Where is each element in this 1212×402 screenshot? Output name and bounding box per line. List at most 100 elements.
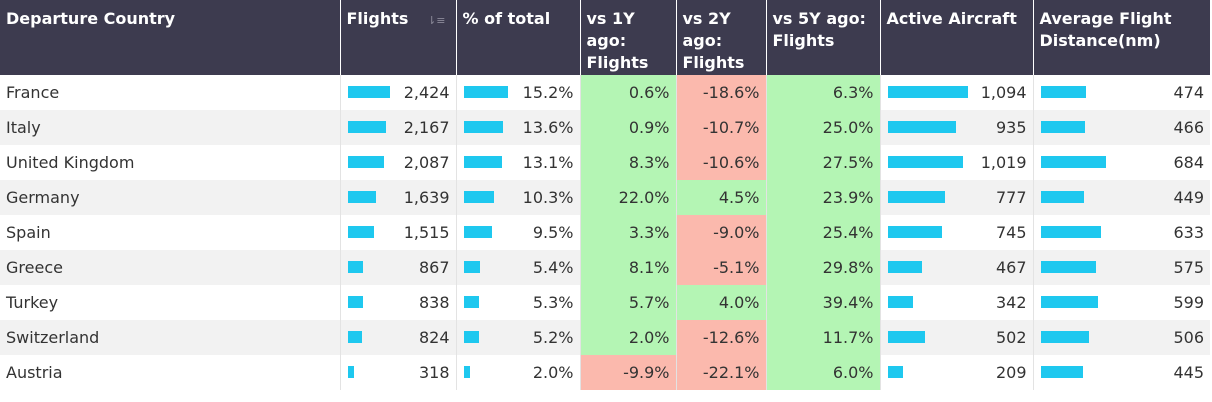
active-aircraft-cell-bar (887, 121, 956, 133)
vs-5y-cell: 23.9% (766, 180, 881, 215)
flights-cell-value: 838 (418, 293, 450, 312)
average-distance-cell-value: 449 (1173, 188, 1204, 207)
vs-1y-cell: 5.7% (580, 285, 677, 320)
header-vs-2y[interactable]: vs 2Y ago: Flights (676, 0, 767, 75)
percent-of-total-cell-bar (463, 261, 480, 273)
percent-of-total-cell-bar (463, 191, 494, 203)
average-distance-cell: 633 (1033, 215, 1210, 250)
header-vs-1y[interactable]: vs 1Y ago: Flights (580, 0, 677, 75)
percent-of-total-cell: 9.5% (456, 215, 581, 250)
average-distance-cell-bar (1040, 156, 1106, 168)
vs-1y-cell: -9.9% (580, 355, 677, 390)
table-row[interactable]: Turkey 838 5.3% 5.7% 4.0% 39.4% 342 599 (0, 285, 1210, 320)
country-cell: Switzerland (0, 320, 341, 355)
active-aircraft-cell-bar (887, 86, 968, 98)
flights-cell-value: 2,167 (403, 118, 450, 137)
percent-of-total-cell: 15.2% (456, 75, 581, 110)
average-distance-cell-value: 474 (1173, 83, 1204, 102)
percent-of-total-cell-bar (463, 296, 479, 308)
flights-cell-value: 318 (418, 363, 450, 382)
vs-5y-cell: 39.4% (766, 285, 881, 320)
percent-of-total-cell-value: 13.1% (522, 153, 574, 172)
table-row[interactable]: Italy 2,167 13.6% 0.9% -10.7% 25.0% 935 466 (0, 110, 1210, 145)
average-distance-cell-value: 684 (1173, 153, 1204, 172)
active-aircraft-cell-value: 1,094 (980, 83, 1027, 102)
vs-1y-cell: 0.6% (580, 75, 677, 110)
average-distance-cell: 474 (1033, 75, 1210, 110)
percent-of-total-cell-value: 2.0% (532, 363, 574, 382)
percent-of-total-cell-value: 10.3% (522, 188, 574, 207)
vs-5y-cell: 29.8% (766, 250, 881, 285)
table-row[interactable]: United Kingdom 2,087 13.1% 8.3% -10.6% 27.5% 1… (0, 145, 1210, 180)
flights-cell-bar (347, 366, 354, 378)
country-cell: United Kingdom (0, 145, 341, 180)
active-aircraft-cell-value: 745 (995, 223, 1027, 242)
table-row[interactable]: Spain 1,515 9.5% 3.3% -9.0% 25.4% 745 633 (0, 215, 1210, 250)
sort-descending-icon[interactable]: ⇂≡ (427, 14, 446, 27)
average-distance-cell-bar (1040, 226, 1101, 238)
average-distance-cell-value: 506 (1173, 328, 1204, 347)
flights-cell-value: 867 (418, 258, 450, 277)
table-row[interactable]: France 2,424 15.2% 0.6% -18.6% 6.3% 1,094 474 (0, 75, 1210, 110)
flights-cell: 838 (340, 285, 457, 320)
country-cell: Austria (0, 355, 341, 390)
percent-of-total-cell-value: 9.5% (532, 223, 574, 242)
active-aircraft-cell-value: 467 (995, 258, 1027, 277)
percent-of-total-cell-bar (463, 226, 492, 238)
vs-2y-cell: -10.7% (676, 110, 767, 145)
average-distance-cell: 449 (1033, 180, 1210, 215)
percent-of-total-cell: 13.6% (456, 110, 581, 145)
average-distance-cell: 445 (1033, 355, 1210, 390)
average-distance-cell-bar (1040, 261, 1096, 273)
country-cell: Italy (0, 110, 341, 145)
active-aircraft-cell: 502 (880, 320, 1034, 355)
percent-of-total-cell: 13.1% (456, 145, 581, 180)
header-average-flight-distance[interactable]: Average Flight Distance(nm) (1033, 0, 1210, 75)
vs-2y-cell: -18.6% (676, 75, 767, 110)
average-distance-cell-bar (1040, 366, 1083, 378)
percent-of-total-cell-value: 15.2% (522, 83, 574, 102)
table-row[interactable]: Greece 867 5.4% 8.1% -5.1% 29.8% 467 575 (0, 250, 1210, 285)
flights-cell-bar (347, 296, 363, 308)
flights-cell-bar (347, 331, 362, 343)
average-distance-cell-value: 575 (1173, 258, 1204, 277)
average-distance-cell-bar (1040, 331, 1089, 343)
table-row[interactable]: Switzerland 824 5.2% 2.0% -12.6% 11.7% 502 506 (0, 320, 1210, 355)
table-row[interactable]: Austria 318 2.0% -9.9% -22.1% 6.0% 209 445 (0, 355, 1210, 390)
vs-2y-cell: -10.6% (676, 145, 767, 180)
active-aircraft-cell-value: 777 (995, 188, 1027, 207)
average-distance-cell: 684 (1033, 145, 1210, 180)
active-aircraft-cell-bar (887, 156, 963, 168)
flights-cell-value: 2,087 (403, 153, 450, 172)
percent-of-total-cell: 10.3% (456, 180, 581, 215)
vs-1y-cell: 0.9% (580, 110, 677, 145)
vs-2y-cell: 4.0% (676, 285, 767, 320)
flights-cell-bar (347, 191, 376, 203)
header-vs-5y[interactable]: vs 5Y ago: Flights (766, 0, 881, 75)
active-aircraft-cell-value: 209 (995, 363, 1027, 382)
header-flights[interactable]: Flights ⇂≡ (340, 0, 457, 75)
vs-2y-cell: -12.6% (676, 320, 767, 355)
header-active-aircraft[interactable]: Active Aircraft (880, 0, 1034, 75)
vs-2y-cell: -9.0% (676, 215, 767, 250)
header-departure-country[interactable]: Departure Country (0, 0, 341, 75)
active-aircraft-cell: 935 (880, 110, 1034, 145)
header-percent-of-total[interactable]: % of total (456, 0, 581, 75)
active-aircraft-cell: 1,019 (880, 145, 1034, 180)
vs-5y-cell: 27.5% (766, 145, 881, 180)
percent-of-total-cell-value: 13.6% (522, 118, 574, 137)
flights-cell: 2,424 (340, 75, 457, 110)
average-distance-cell-bar (1040, 191, 1084, 203)
percent-of-total-cell-value: 5.4% (532, 258, 574, 277)
active-aircraft-cell-bar (887, 226, 942, 238)
percent-of-total-cell-value: 5.2% (532, 328, 574, 347)
table-row[interactable]: Germany 1,639 10.3% 22.0% 4.5% 23.9% 777 449 (0, 180, 1210, 215)
active-aircraft-cell: 745 (880, 215, 1034, 250)
active-aircraft-cell-bar (887, 261, 922, 273)
flights-cell-bar (347, 86, 390, 98)
vs-1y-cell: 8.3% (580, 145, 677, 180)
country-cell: Turkey (0, 285, 341, 320)
vs-1y-cell: 3.3% (580, 215, 677, 250)
country-cell: Spain (0, 215, 341, 250)
vs-2y-cell: -22.1% (676, 355, 767, 390)
